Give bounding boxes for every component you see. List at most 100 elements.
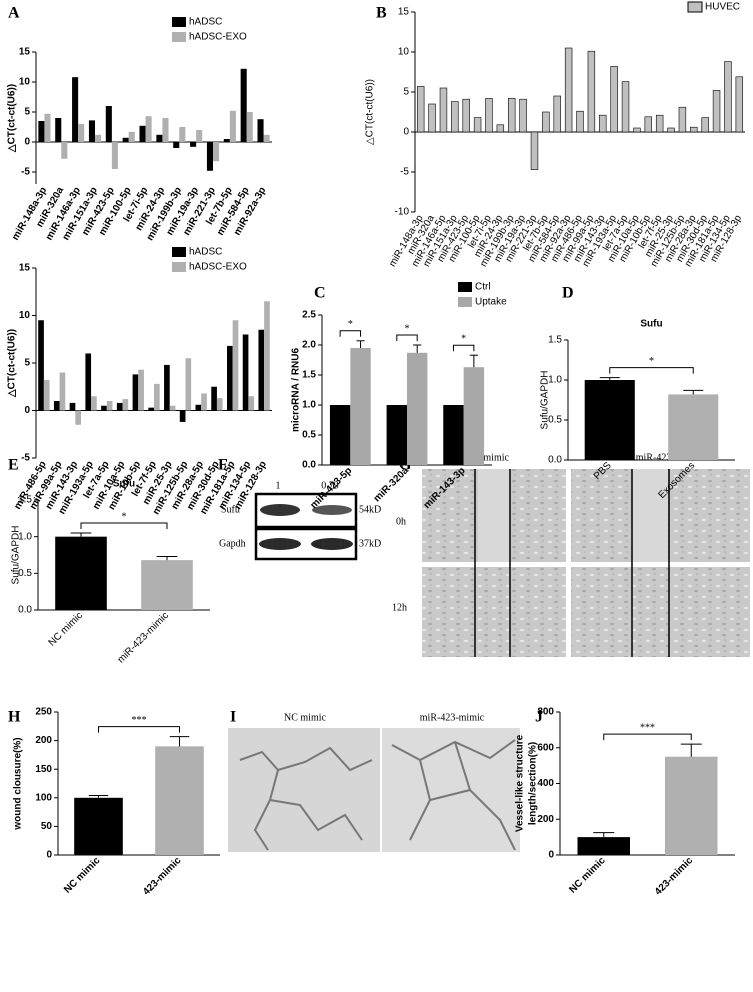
y-tick-label: 2.5 <box>302 310 316 321</box>
y-tick-label: 0.0 <box>302 460 316 471</box>
y-tick-label: 150 <box>35 764 52 775</box>
significance-bracket <box>452 344 475 352</box>
y-tick-label: 250 <box>35 707 52 718</box>
bar <box>95 134 102 142</box>
y-tick-label: 100 <box>35 792 52 803</box>
legend-swatch <box>458 297 472 307</box>
x-tick-label: 423-mimic <box>141 855 184 898</box>
bar <box>407 352 428 465</box>
y-tick-label: 15 <box>19 47 31 58</box>
y-axis-label: wound clousure(%) <box>13 737 24 830</box>
blot-row-label: Sufu <box>221 504 240 515</box>
bar <box>416 86 425 133</box>
bar <box>69 402 76 411</box>
divider <box>422 562 750 567</box>
blot-band <box>311 538 353 550</box>
x-tick-label: NC mimic <box>47 610 85 648</box>
y-tick-label: 1.5 <box>548 335 562 346</box>
legend-swatch <box>172 262 186 272</box>
bar <box>587 50 596 133</box>
bar <box>599 114 607 133</box>
bar <box>211 386 217 411</box>
bar <box>55 536 107 610</box>
bar <box>508 98 516 133</box>
chart-title: Sufu <box>640 319 662 330</box>
bar <box>439 87 448 133</box>
bar <box>667 127 675 133</box>
significance-bracket <box>396 334 418 341</box>
bar <box>462 98 470 133</box>
bar <box>122 137 129 142</box>
panel-letter: J <box>535 709 543 726</box>
bar <box>75 410 81 425</box>
chart-title: Sufu <box>113 479 135 490</box>
y-axis-label: Vessel-like structure <box>515 734 526 832</box>
bar <box>564 47 573 133</box>
x-tick-label: NC mimic <box>567 855 608 896</box>
bar <box>519 98 527 133</box>
x-tick-label: miR-320a <box>372 465 412 505</box>
significance-label: * <box>461 333 466 344</box>
y-tick-label: 0.0 <box>18 605 32 616</box>
bar <box>179 410 186 422</box>
bar <box>576 110 584 133</box>
bar <box>43 380 50 411</box>
legend-label: hADSC-EXO <box>189 32 247 43</box>
bar <box>213 142 220 162</box>
bar <box>88 120 95 142</box>
row-label: 12h <box>392 602 407 613</box>
y-axis-label: △CT(ct-ct(U6)) <box>7 329 18 398</box>
y-tick-label: 0 <box>24 137 30 148</box>
bar <box>179 127 186 142</box>
bar <box>122 399 129 411</box>
significance-bracket <box>603 733 692 741</box>
y-tick-label: 15 <box>398 7 410 18</box>
y-tick-label: 1.0 <box>548 375 562 386</box>
chart: △CT(ct-ct(U6))-5051015miR-486-5pmiR-99a-… <box>7 247 272 517</box>
y-tick-label: 5 <box>403 87 409 98</box>
bar <box>190 142 197 147</box>
y-tick-label: 0.5 <box>302 430 316 441</box>
bar <box>428 103 436 133</box>
bar <box>712 90 721 133</box>
legend-swatch <box>172 32 186 42</box>
micrograph <box>228 728 380 852</box>
legend-swatch <box>458 282 472 292</box>
bar <box>473 117 482 133</box>
bar <box>223 139 230 142</box>
bar <box>451 101 459 133</box>
bar <box>242 334 249 411</box>
bar <box>678 106 687 133</box>
y-axis-label: △CT(ct-ct(U6)) <box>7 84 18 153</box>
panel-letter: A <box>8 5 20 22</box>
bar <box>91 396 97 411</box>
bar <box>162 118 169 142</box>
legend-label: hADSC <box>189 17 222 28</box>
panel-letter: I <box>230 709 236 726</box>
bar <box>248 396 255 411</box>
bar <box>258 329 265 411</box>
bar <box>148 407 154 411</box>
bar <box>665 756 718 855</box>
bar <box>201 393 207 411</box>
y-tick-label: 1.0 <box>302 400 316 411</box>
bar <box>584 380 635 460</box>
bar <box>264 301 270 411</box>
wound-gap <box>632 469 668 562</box>
bar <box>496 124 505 133</box>
legend-label: hADSC-EXO <box>189 262 247 273</box>
bar <box>55 118 62 142</box>
wound-gap <box>478 469 510 562</box>
y-axis-label: microRNA / RNU6 <box>291 348 302 433</box>
bar <box>141 560 193 610</box>
divider <box>566 469 571 657</box>
bar <box>169 405 176 411</box>
bar <box>577 837 630 855</box>
column-label: miR-423-mimic <box>420 712 485 723</box>
panel-letter: H <box>8 709 21 726</box>
bar <box>553 95 561 133</box>
legend-label: hADSC <box>189 247 222 258</box>
y-tick-label: 0.5 <box>548 415 562 426</box>
